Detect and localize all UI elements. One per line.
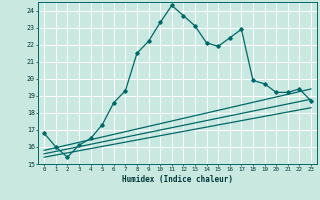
X-axis label: Humidex (Indice chaleur): Humidex (Indice chaleur) xyxy=(122,175,233,184)
